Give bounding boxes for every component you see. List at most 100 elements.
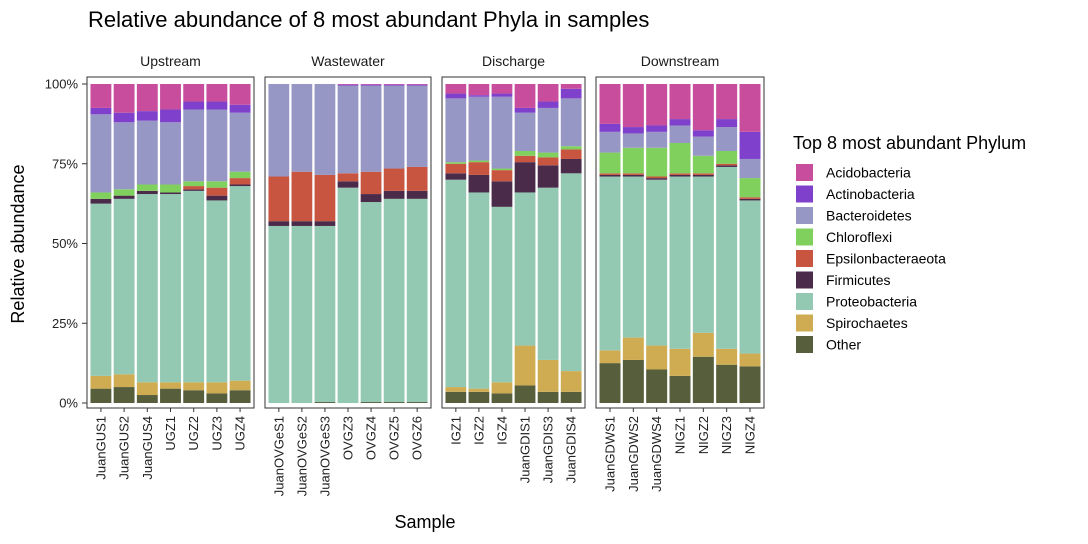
segment-nigz2-epsilonbacteraeota xyxy=(692,173,714,175)
bar-nigz4 xyxy=(739,84,761,403)
x-tick-label-juangdws4: JuanGDWS4 xyxy=(649,416,664,492)
segment-juangdis4-bacteroidetes xyxy=(560,98,582,147)
panel-border-upstream xyxy=(86,76,255,409)
segment-juangdis3-spirochaetes xyxy=(537,359,559,392)
bar-ovgz6 xyxy=(406,84,428,403)
y-tick-label-50: 50% xyxy=(52,236,78,251)
segment-juangdis4-proteobacteria xyxy=(560,173,582,372)
x-tick-label-ovgz3: OVGZ3 xyxy=(341,416,356,460)
legend-swatch-proteobacteria xyxy=(796,293,813,310)
segment-ovgz5-acidobacteria xyxy=(383,84,405,85)
segment-igz4-epsilonbacteraeota xyxy=(491,170,513,182)
segment-juangdis3-other xyxy=(537,391,559,403)
segment-ovgz4-acidobacteria xyxy=(360,84,382,85)
legend-title: Top 8 most abundant Phylum xyxy=(793,133,1026,153)
segment-igz1-chloroflexi xyxy=(445,162,467,164)
bar-igz2 xyxy=(468,84,490,403)
segment-nigz2-proteobacteria xyxy=(692,176,714,333)
segment-ugz4-chloroflexi xyxy=(229,171,251,179)
segment-juangdws1-proteobacteria xyxy=(599,176,621,351)
x-tick-label-nigz1: NIGZ1 xyxy=(673,416,688,454)
x-tick-label-juangus2: JuanGUS2 xyxy=(117,416,132,480)
segment-juangdws2-actinobacteria xyxy=(622,127,644,134)
segment-ugz2-actinobacteria xyxy=(183,101,205,110)
segment-ugz4-firmicutes xyxy=(229,184,251,187)
segment-nigz4-spirochaetes xyxy=(739,353,761,367)
segment-juangdis4-firmicutes xyxy=(560,158,582,174)
y-axis-tick-labels: 0% 25% 50% 75% 100% xyxy=(45,77,87,411)
segment-juangdis1-actinobacteria xyxy=(514,107,536,113)
segment-nigz2-chloroflexi xyxy=(692,155,714,174)
segment-juangdis4-other xyxy=(560,391,582,403)
segment-nigz3-spirochaetes xyxy=(716,348,738,365)
segment-ugz1-chloroflexi xyxy=(160,184,181,193)
bar-juangus2 xyxy=(113,84,135,403)
panel-border-discharge xyxy=(441,76,586,409)
legend-item-other: Other xyxy=(796,336,861,353)
segment-juangdws1-firmicutes xyxy=(599,174,621,177)
segment-juangdis3-acidobacteria xyxy=(537,84,559,102)
segment-juangus1-other xyxy=(90,388,112,403)
segment-ovgz6-proteobacteria xyxy=(406,198,428,403)
segment-igz2-acidobacteria xyxy=(468,84,490,96)
segment-ugz4-proteobacteria xyxy=(229,186,251,381)
segment-ovgz3-actinobacteria xyxy=(337,84,359,86)
segment-juanovges2-firmicutes xyxy=(291,221,313,226)
bar-juangus4 xyxy=(136,84,158,403)
segment-nigz4-epsilonbacteraeota xyxy=(739,197,761,199)
segment-igz2-chloroflexi xyxy=(468,160,490,163)
legend-label-chloroflexi: Chloroflexi xyxy=(826,229,892,245)
segment-juanovges1-proteobacteria xyxy=(268,225,290,403)
segment-ovgz4-proteobacteria xyxy=(360,202,382,403)
segment-ovgz6-other xyxy=(406,402,428,403)
segment-juanovges3-firmicutes xyxy=(314,221,336,226)
segment-ugz2-epsilonbacteraeota xyxy=(183,186,205,190)
bar-juanovges3 xyxy=(314,84,336,403)
segment-juanovges1-bacteroidetes xyxy=(268,84,290,177)
segment-juangdws4-firmicutes xyxy=(646,178,668,180)
segment-juangdws1-chloroflexi xyxy=(599,152,621,174)
segment-igz4-bacteroidetes xyxy=(491,96,513,169)
segment-igz1-acidobacteria xyxy=(445,84,467,94)
segment-juangdis3-chloroflexi xyxy=(537,152,559,158)
legend-swatch-firmicutes xyxy=(796,271,813,289)
legend: Top 8 most abundant Phylum Acidobacteria… xyxy=(793,133,1026,353)
segment-juangdws2-spirochaetes xyxy=(622,337,644,360)
segment-igz2-bacteroidetes xyxy=(468,96,490,161)
segment-ugz3-bacteroidetes xyxy=(206,109,228,182)
segment-juangdis1-firmicutes xyxy=(514,162,536,193)
bar-igz4 xyxy=(491,84,513,403)
segment-nigz3-bacteroidetes xyxy=(716,127,738,151)
x-tick-label-nigz2: NIGZ2 xyxy=(696,416,711,454)
segment-juangdis1-epsilonbacteraeota xyxy=(514,155,536,163)
segment-juangus4-actinobacteria xyxy=(136,111,158,121)
segment-juangdis1-acidobacteria xyxy=(514,84,536,108)
segment-ovgz4-other xyxy=(360,402,382,403)
segment-nigz2-firmicutes xyxy=(692,174,714,177)
segment-nigz3-actinobacteria xyxy=(716,119,738,128)
segment-juanovges1-firmicutes xyxy=(268,221,290,226)
segment-juangdis3-actinobacteria xyxy=(537,101,559,108)
segment-ugz1-acidobacteria xyxy=(160,84,181,110)
legend-item-actinobacteria: Actinobacteria xyxy=(796,185,915,203)
facet-label-upstream: Upstream xyxy=(140,53,201,69)
legend-item-bacteroidetes: Bacteroidetes xyxy=(796,207,912,224)
legend-swatch-spirochaetes xyxy=(796,314,813,332)
segment-juangus4-spirochaetes xyxy=(136,382,158,396)
segment-juangdis1-spirochaetes xyxy=(514,345,536,386)
segment-ugz2-proteobacteria xyxy=(183,190,205,383)
segment-juangdis1-proteobacteria xyxy=(514,192,536,346)
segment-ovgz3-bacteroidetes xyxy=(337,85,359,174)
segment-nigz3-chloroflexi xyxy=(716,150,738,164)
panel-border-wastewater xyxy=(264,76,432,409)
segment-juangdws2-chloroflexi xyxy=(622,147,644,174)
bar-ovgz4 xyxy=(360,84,382,403)
segment-nigz1-other xyxy=(669,375,691,403)
segment-ovgz3-acidobacteria xyxy=(337,84,359,85)
segment-juangdws2-epsilonbacteraeota xyxy=(622,173,644,175)
segment-ovgz5-proteobacteria xyxy=(383,198,405,403)
segment-ugz3-chloroflexi xyxy=(206,181,228,188)
segment-ugz1-actinobacteria xyxy=(160,109,181,123)
bar-juangdws2 xyxy=(622,84,644,403)
segment-ugz3-proteobacteria xyxy=(206,200,228,383)
